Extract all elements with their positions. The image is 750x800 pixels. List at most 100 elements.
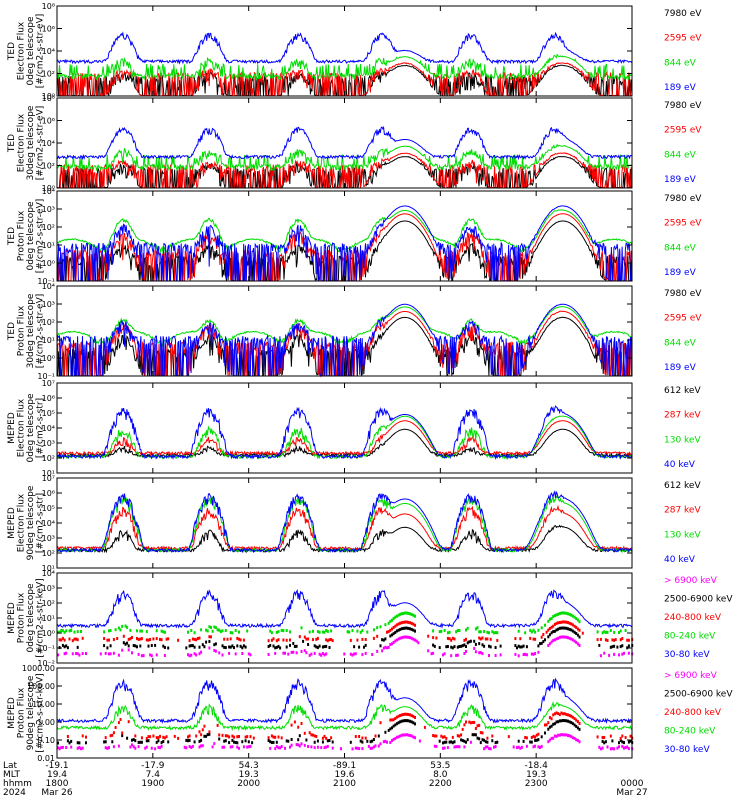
y-tick-label: 10² [42,599,55,608]
y-tick-label: 10⁶ [42,394,55,403]
y-tick-label: 10⁵ [42,409,55,418]
legend-entry: 2595 eV [664,34,702,44]
y-tick-label: 10⁴ [42,519,55,528]
legend-entry: 130 keV [664,435,701,445]
panel-frame [56,572,633,664]
y-tick-label: 10¹ [42,241,55,250]
y-tick-label: 10² [42,223,55,232]
legend-entry: 189 eV [664,83,697,93]
x-axis-row-label: MLT [3,770,21,780]
series-1-3 [56,53,633,82]
y-axis-label-line: MEPED [7,602,17,634]
x-axis-row-label: 2024 [3,788,26,798]
y-axis-label-line: [#/cm2-s-str] [35,493,45,553]
y-tick-label: 10⁴ [42,424,55,433]
legend-entry: 844 eV [664,150,697,160]
y-axis-label-line: [#/cm2-s-str-eV] [35,294,45,369]
y-axis-label-line: TED [7,227,17,246]
y-tick-label: 10¹ [42,564,55,573]
y-tick-label: 10⁴ [42,139,55,148]
panel-frame [56,667,633,759]
legend-entry: 7980 eV [664,194,702,204]
y-axis-label-line: Electron Flux [16,493,26,552]
series-3-4 [56,205,633,282]
y-axis-label-line: Proton Flux [16,592,26,643]
legend-entry: 240-800 keV [664,708,722,718]
legend-entry: 189 eV [664,175,697,185]
x-axis-row-label: hhmm [3,779,32,789]
series-8-5 [56,677,633,725]
panel-2: 10⁸ 10⁶ 10⁴ 10² 10⁰ TEDElectron Flux30deg tel… [7,94,702,193]
y-axis-label-line: 0deg telescope [26,393,36,463]
y-tick-label: 10.00 [32,700,55,709]
y-tick-label: 10⁷ [42,474,55,483]
y-axis-label-line: Electron Flux [16,113,26,172]
y-tick-label: 10⁴ [42,47,55,56]
series-8-1 [57,733,634,751]
x-tick-label: 1900 [141,779,164,789]
panel-7: 10⁴ 10³ 10² 10¹ 10⁰ 10⁻¹ 10⁻² MEPEDProton Flux0… [7,569,733,668]
x-tick-label: 1800 [46,779,69,789]
y-tick-label: 10¹ [42,614,55,623]
y-tick-label: 10⁶ [42,25,55,34]
y-tick-label: 10⁸ [42,2,55,11]
legend-entry: 7980 eV [664,101,702,111]
x-tick-label: 8.0 [433,770,448,780]
y-axis-label: MEPEDElectron Flux0deg telescope[#/cm2-s… [7,393,45,463]
panel-frame [56,477,633,569]
series-2-2 [57,152,633,190]
legend-entry: 2595 eV [664,314,702,324]
series-1-4 [56,31,633,65]
x-tick-label: 7.4 [146,770,161,780]
y-axis-label-line: 90deg telescope [26,675,36,750]
y-tick-label: 10⁰ [42,259,55,268]
y-axis-label: TEDProton Flux30deg telescope[#/cm2-s-st… [7,293,45,368]
y-tick-label: 10¹ [42,469,55,478]
y-axis-label-line: [#/cm2-s-str-keV] [35,673,45,752]
y-tick-label: 10⁴ [42,187,55,196]
y-axis-label-line: TED [7,322,17,341]
y-tick-label: 10⁸ [42,94,55,103]
y-tick-label: 10² [42,549,55,558]
y-tick-label: 10⁴ [42,569,55,578]
y-tick-label: 10⁶ [42,117,55,126]
x-tick-label: -19.1 [45,761,68,771]
y-axis-label-line: Proton Flux [16,305,26,356]
legend-entry: 80-240 keV [664,632,716,642]
series-8-2 [57,719,634,745]
series-5-4 [56,405,633,460]
legend-entry: 130 keV [664,530,701,540]
series-7-4 [57,611,627,635]
y-axis-label-line: 0deg telescope [26,201,36,271]
legend-entry: > 6900 keV [664,671,718,681]
legend-entry: 2595 eV [664,126,702,136]
y-axis-label: MEPEDProton Flux90deg telescope[#/cm2-s-… [7,673,45,752]
series-8-4 [56,701,632,732]
x-tick-label: 0000 [621,779,644,789]
y-axis-label-line: 90deg telescope [26,485,36,560]
x-tick-label: 19.3 [239,770,259,780]
panel-4: 10⁴ 10³ 10² 10¹ 10⁰ 10⁻¹ TEDProton Flux30deg t… [7,282,702,381]
legend-entry: 7980 eV [664,9,702,19]
series-7-2 [58,626,634,650]
legend-entry: 40 keV [664,555,696,565]
series-5-3 [56,415,633,460]
legend-entry: 30-80 keV [664,745,710,755]
legend-entry: 80-240 keV [664,727,716,737]
x-tick-label: -17.9 [141,761,165,771]
legend-entry: 240-800 keV [664,613,722,623]
y-tick-label: 10² [42,70,55,79]
y-axis-label-line: TED [7,134,17,153]
panel-8: 1000.00 100.00 10.00 1.00 0.10 0.01 MEPEDProto… [7,664,733,763]
y-axis-label-line: [#/cm2-s-str-eV] [35,14,45,89]
series-2-3 [56,143,633,172]
y-tick-label: 10⁶ [42,489,55,498]
x-tick-label: 53.5 [430,761,450,771]
y-tick-label: 10⁷ [42,379,55,388]
x-tick-label: 2300 [525,779,548,789]
series-5-2 [56,420,633,457]
y-axis-label-line: Electron Flux [16,21,26,80]
legend-entry: 189 eV [664,268,697,278]
